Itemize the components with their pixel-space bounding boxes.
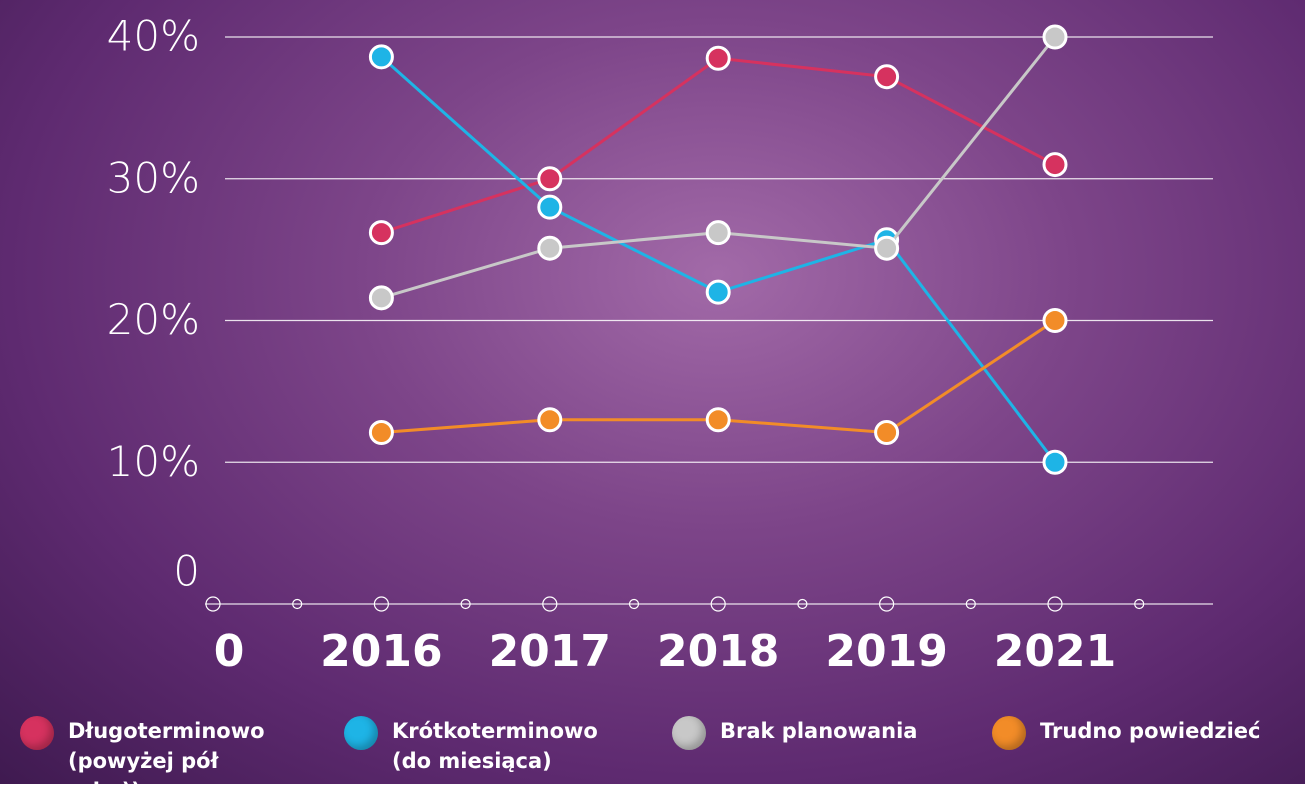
- data-point: [1044, 154, 1066, 176]
- legend-item: Krótkoterminowo (do miesiąca): [344, 716, 604, 776]
- series-line: [381, 37, 1055, 298]
- legend-label: Brak planowania: [720, 716, 932, 746]
- data-point: [539, 409, 561, 431]
- data-point: [707, 47, 729, 69]
- x-tick-label: 2017: [489, 626, 611, 677]
- legend-label: Długoterminowo (powyżej pół roku)): [68, 716, 280, 806]
- legend-label: Trudno powiedzieć: [1040, 716, 1292, 746]
- data-point: [370, 222, 392, 244]
- x-tick-label: 0: [214, 626, 245, 677]
- legend-swatch: [672, 716, 706, 750]
- y-tick-label: 0: [173, 547, 200, 596]
- data-point: [370, 46, 392, 68]
- data-point: [876, 421, 898, 443]
- data-point: [707, 222, 729, 244]
- data-point: [370, 287, 392, 309]
- legend-item: Trudno powiedzieć: [992, 716, 1292, 750]
- legend-swatch: [20, 716, 54, 750]
- data-point: [539, 168, 561, 190]
- x-tick-label: 2021: [994, 626, 1116, 677]
- legend-swatch: [992, 716, 1026, 750]
- x-tick-label: 2018: [657, 626, 779, 677]
- y-tick-label: 10%: [107, 437, 200, 486]
- data-point: [707, 281, 729, 303]
- y-tick-label: 40%: [107, 12, 200, 61]
- data-point: [1044, 451, 1066, 473]
- data-point: [1044, 310, 1066, 332]
- legend-swatch: [344, 716, 378, 750]
- legend-item: Brak planowania: [672, 716, 932, 750]
- legend-item: Długoterminowo (powyżej pół roku)): [20, 716, 280, 806]
- data-point: [876, 237, 898, 259]
- data-point: [707, 409, 729, 431]
- series-line: [381, 57, 1055, 462]
- data-point: [539, 237, 561, 259]
- data-point: [876, 66, 898, 88]
- data-point: [1044, 26, 1066, 48]
- x-tick-label: 2019: [825, 626, 947, 677]
- data-point: [539, 196, 561, 218]
- data-point: [370, 421, 392, 443]
- y-tick-label: 30%: [107, 153, 200, 202]
- x-tick-label: 2016: [320, 626, 442, 677]
- y-tick-label: 20%: [107, 295, 200, 344]
- plot: 0 10% 20% 30% 40% 0 2016 2017 2018 2019 2021: [0, 0, 1305, 784]
- legend-label: Krótkoterminowo (do miesiąca): [392, 716, 604, 776]
